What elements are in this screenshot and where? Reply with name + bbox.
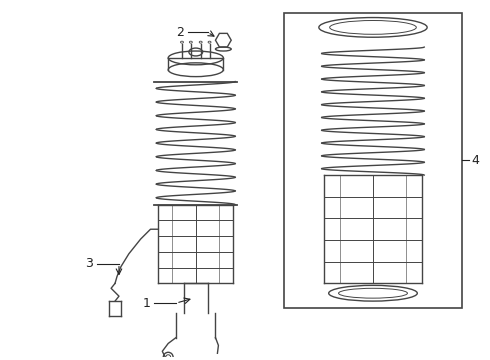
Bar [284,13,462,308]
Text: 4: 4 [471,154,479,167]
Text: 2: 2 [176,26,184,39]
Text: 1: 1 [143,297,150,310]
Text: 3: 3 [85,257,94,270]
